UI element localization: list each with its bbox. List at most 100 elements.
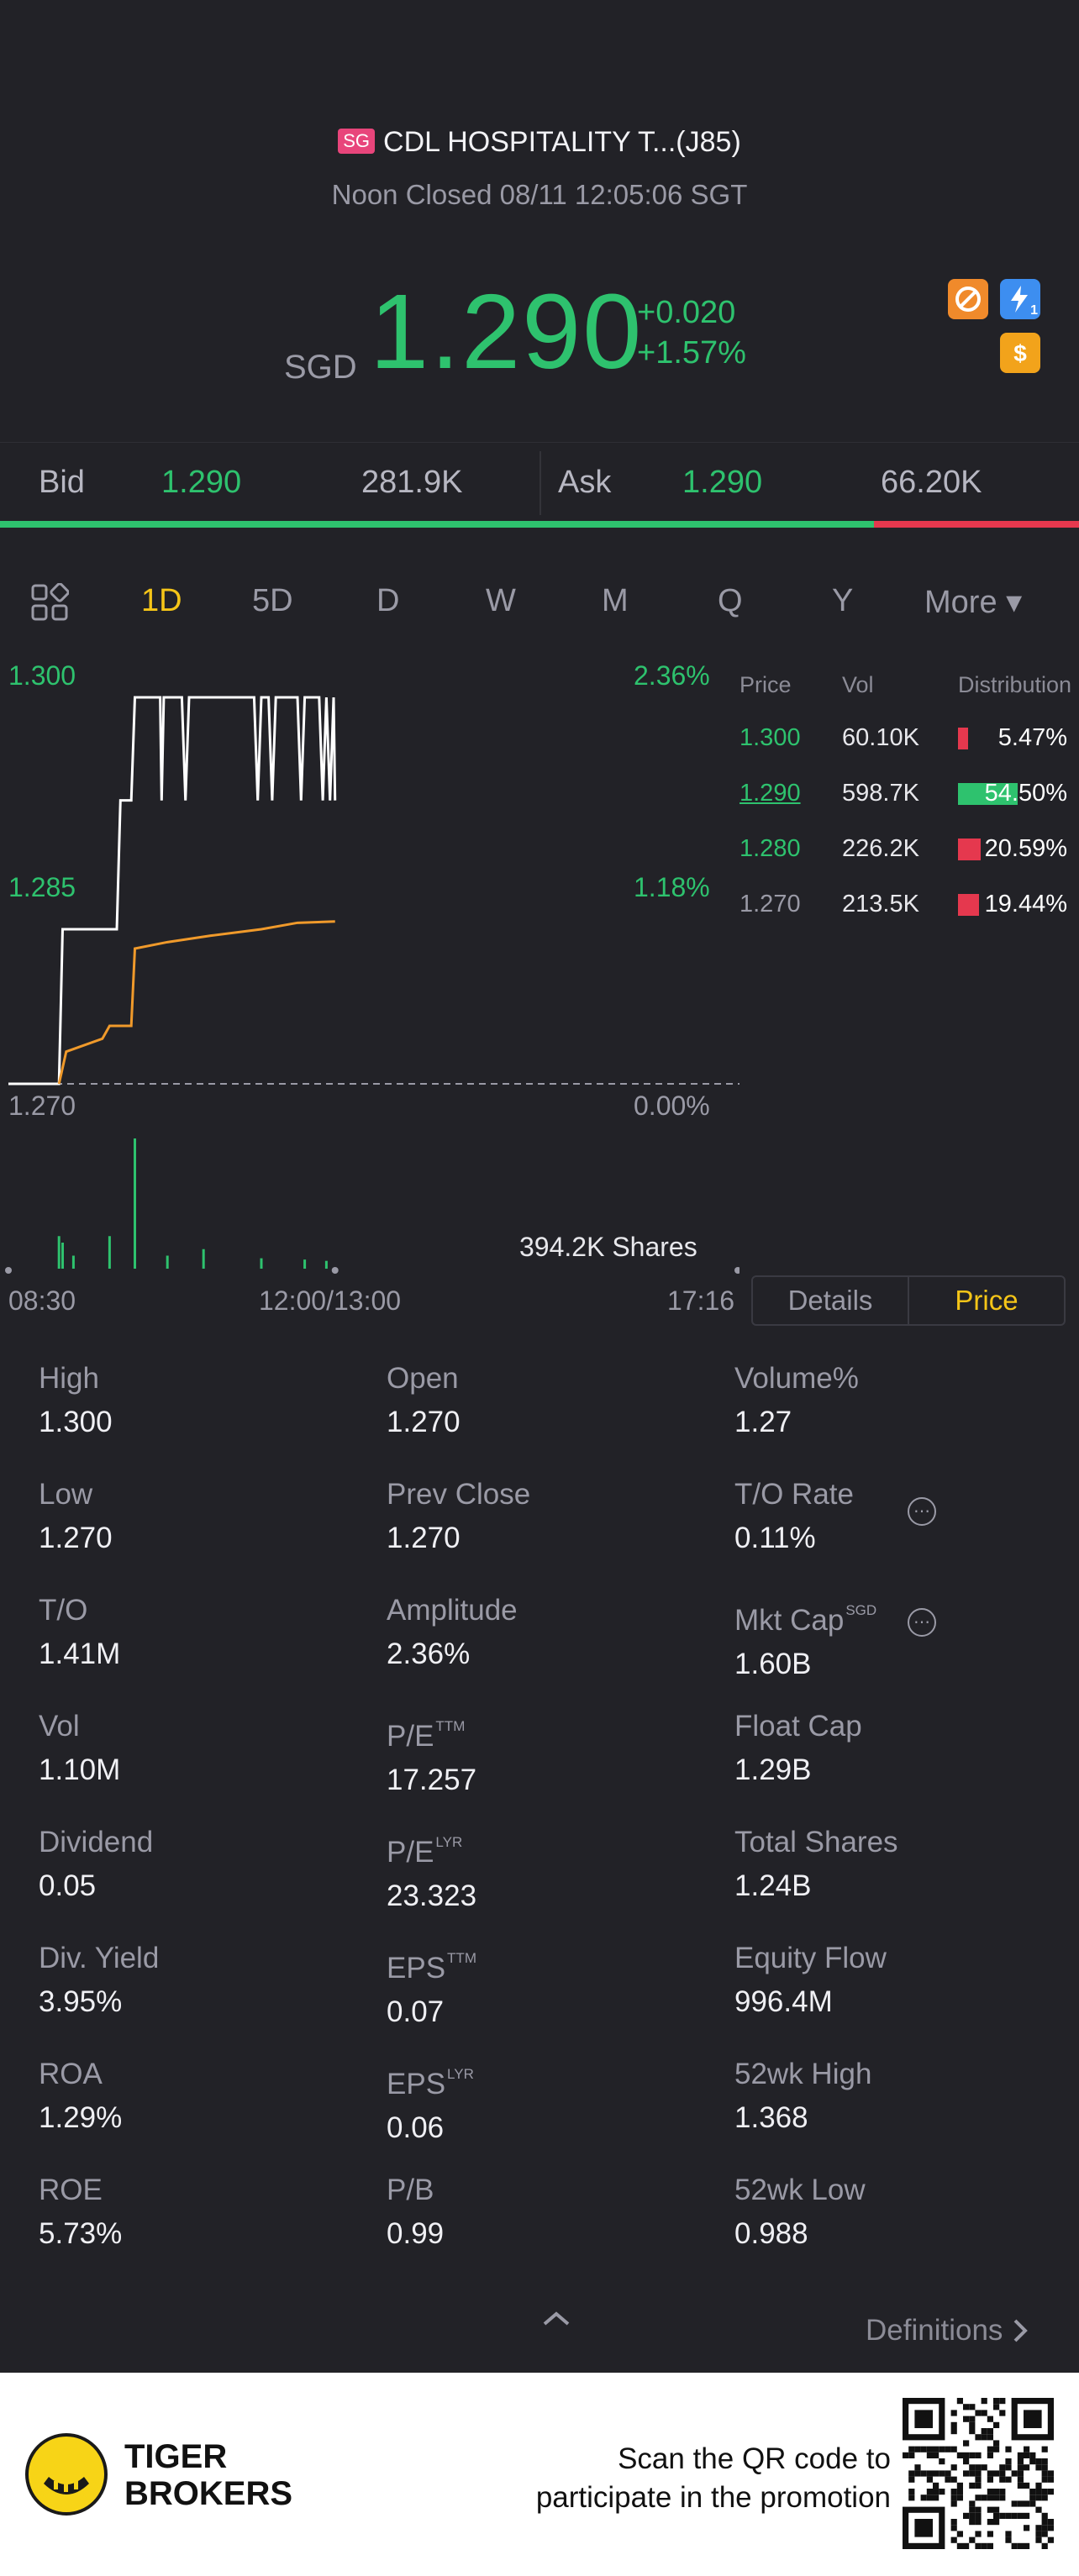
- stat-label-text: Div. Yield: [39, 1942, 160, 1974]
- dist-bar: [958, 728, 968, 749]
- bid-ask-bar: Bid 1.290 281.9K Ask 1.290 66.20K: [0, 442, 1079, 523]
- price-block: SGD 1.290 +0.020 +1.57%: [284, 277, 822, 403]
- stat-label: Low: [39, 1477, 358, 1512]
- stat-superscript: TTM: [435, 1718, 466, 1734]
- brand-line-2: BROKERS: [124, 2475, 293, 2512]
- market-badge: SG: [338, 129, 376, 154]
- tab-w[interactable]: W: [486, 583, 516, 618]
- stat-value: 17.257: [387, 1764, 477, 1796]
- collapse-chevron-up-icon[interactable]: [540, 2302, 573, 2336]
- definitions-link[interactable]: Definitions: [866, 2314, 1029, 2347]
- stat-label-text: Mkt Cap: [734, 1604, 845, 1637]
- tab-d[interactable]: D: [376, 583, 400, 618]
- stat-label: Vol: [39, 1709, 358, 1744]
- brand-line-1: TIGER: [124, 2438, 228, 2475]
- stat-value: 1.27: [734, 1406, 792, 1438]
- time-axis-dot: [5, 1267, 12, 1274]
- tab-1d[interactable]: 1D: [141, 583, 182, 618]
- currency-label: SGD: [284, 349, 357, 386]
- stat-eps-lyr: EPS LYR 0.06: [387, 2057, 706, 2146]
- chart-canvas: [5, 696, 740, 1274]
- tab-y[interactable]: Y: [832, 583, 854, 618]
- details-price-toggle: Details Price: [751, 1275, 1066, 1326]
- stat-label: Open: [387, 1361, 706, 1396]
- stat-label: 52wk Low: [734, 2173, 1054, 2208]
- stat-superscript: SGD: [845, 1602, 877, 1618]
- stat-label-text: T/O Rate: [734, 1478, 854, 1511]
- average-price-line: [57, 920, 335, 1085]
- stats-grid: High 1.300 Open 1.270 Volume% 1.27 Low 1.270 Pre…: [0, 1361, 1079, 2353]
- dollar-icon[interactable]: $: [1000, 333, 1040, 373]
- stat-p-e-ttm: P/E TTM 17.257: [387, 1709, 706, 1798]
- stat-label-text: T/O: [39, 1594, 88, 1627]
- stat-label-text: Vol: [39, 1710, 80, 1743]
- chevron-right-icon: [1013, 2319, 1028, 2342]
- stat-value: 0.07: [387, 1995, 445, 2028]
- no-short-icon[interactable]: [948, 279, 988, 319]
- stat-52wk-low: 52wk Low 0.988: [734, 2173, 1054, 2252]
- dist-header-vol: Vol: [842, 672, 874, 697]
- time-axis-dot: [331, 1267, 339, 1274]
- stat-label-text: 52wk Low: [734, 2174, 866, 2206]
- stat-p-b: P/B 0.99: [387, 2173, 706, 2252]
- stat-label: High: [39, 1361, 358, 1396]
- brand-name: TIGER BROKERS: [124, 2438, 292, 2512]
- layout-grid-icon[interactable]: [30, 583, 69, 622]
- distribution-row[interactable]: 1.280 226.2K 20.59%: [740, 835, 1079, 886]
- stat-value: 1.270: [387, 1406, 461, 1438]
- quote-header: [0, 0, 1079, 437]
- stat-label-text: Open: [387, 1362, 459, 1395]
- flash-icon[interactable]: 1: [1000, 279, 1040, 319]
- ask-ratio-fill: [874, 521, 1079, 528]
- stat-label-text: ROE: [39, 2174, 103, 2206]
- distribution-row[interactable]: 1.290 598.7K 54.50%: [740, 780, 1079, 830]
- tab-more[interactable]: More ▾: [924, 585, 1023, 620]
- ask-label: Ask: [558, 465, 612, 500]
- bid-ratio-fill: [0, 521, 875, 528]
- stat-open: Open 1.270: [387, 1361, 706, 1440]
- volume-total-label: 394.2K Shares: [519, 1232, 697, 1262]
- stat-roe: ROE 5.73%: [39, 2173, 358, 2252]
- stat-value: 0.06: [387, 2111, 445, 2144]
- stat-52wk-high: 52wk High 1.368: [734, 2057, 1054, 2136]
- distribution-row[interactable]: 1.300 60.10K 5.47%: [740, 724, 1079, 775]
- price-toggle-button[interactable]: Price: [955, 1285, 1018, 1316]
- tab-m[interactable]: M: [602, 583, 629, 618]
- price-line: [8, 696, 337, 1086]
- stat-div-yield: Div. Yield 3.95%: [39, 1941, 358, 2020]
- stat-value: 1.60B: [734, 1648, 812, 1680]
- dist-price: 1.300: [740, 724, 801, 751]
- stat-amplitude: Amplitude 2.36%: [387, 1593, 706, 1672]
- stat-label-text: High: [39, 1362, 99, 1395]
- dist-price: 1.280: [740, 835, 801, 862]
- stat-label-text: Prev Close: [387, 1478, 531, 1511]
- dist-header-distribution: Distribution: [958, 672, 1072, 697]
- details-toggle-button[interactable]: Details: [753, 1277, 909, 1324]
- stat-label: Volume%: [734, 1361, 1054, 1396]
- stat-label-text: ROA: [39, 2058, 103, 2090]
- stat-float-cap: Float Cap 1.29B: [734, 1709, 1054, 1788]
- tab-q[interactable]: Q: [718, 583, 743, 618]
- stat-dividend: Dividend 0.05: [39, 1825, 358, 1904]
- to-rate-info-icon[interactable]: ⋯: [908, 1497, 936, 1526]
- distribution-row[interactable]: 1.270 213.5K 19.44%: [740, 891, 1079, 941]
- stat-value: 5.73%: [39, 2217, 123, 2250]
- time-mid: 12:00/13:00: [259, 1285, 402, 1316]
- intraday-chart[interactable]: 1.300 1.285 1.270 2.36% 1.18% 0.00% 394.…: [0, 647, 740, 1319]
- stat-label: T/O: [39, 1593, 358, 1628]
- stat-value: 1.270: [387, 1522, 461, 1554]
- promo-footer: TIGER BROKERS Scan the QR code to partic…: [0, 2373, 1079, 2576]
- stat-mkt-cap-sgd: Mkt Cap SGD 1.60B: [734, 1593, 1054, 1682]
- mkt-cap-info-icon[interactable]: ⋯: [908, 1608, 936, 1637]
- stat-value: 23.323: [387, 1879, 477, 1912]
- bid-ask-ratio-bar: [0, 521, 1079, 528]
- tab-5d[interactable]: 5D: [252, 583, 293, 618]
- stat-equity-flow: Equity Flow 996.4M: [734, 1941, 1054, 2020]
- qr-code: [903, 2398, 1054, 2549]
- stock-title[interactable]: SG CDL HOSPITALITY T...(J85): [0, 126, 1079, 159]
- dist-bar: [958, 894, 980, 916]
- stat-label-text: 52wk High: [734, 2058, 872, 2090]
- ask-price: 1.290: [682, 465, 763, 500]
- stat-value: 3.95%: [39, 1985, 123, 2018]
- stat-label: Dividend: [39, 1825, 358, 1860]
